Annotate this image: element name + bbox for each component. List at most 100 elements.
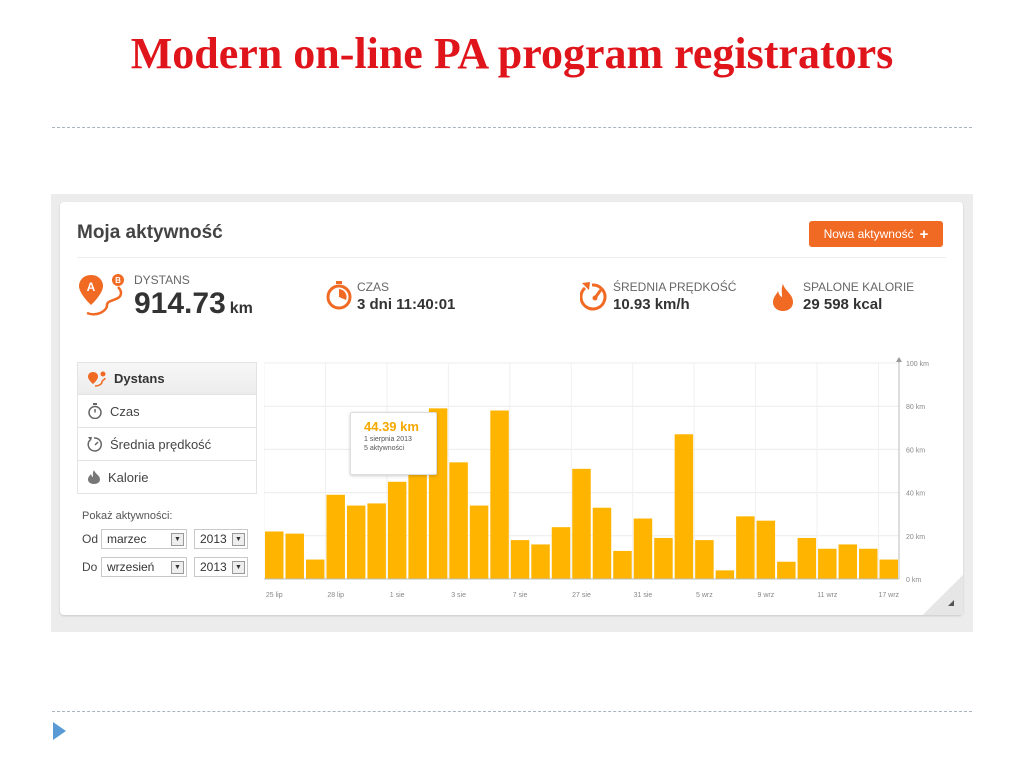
to-year-value: 2013	[200, 560, 227, 574]
stat-speed-label: ŚREDNIA PRĘDKOŚĆ	[613, 280, 737, 294]
chart-bar	[695, 540, 714, 579]
chart-bar	[674, 434, 694, 579]
plus-icon: +	[919, 225, 929, 243]
sidebar-item-speed[interactable]: Średnia prędkość	[77, 428, 257, 461]
chart-bar	[633, 518, 653, 579]
chart-bar	[367, 503, 386, 579]
chart-bar	[613, 550, 632, 579]
chart-bar	[736, 516, 755, 579]
slide-bullet-arrow-icon	[53, 722, 66, 740]
from-month-select[interactable]: marzec ▼	[101, 529, 187, 549]
chart-bar	[490, 410, 509, 579]
chart-bar	[592, 507, 612, 579]
chart-bar	[326, 494, 345, 579]
sidebar-item-calories[interactable]: Kalorie	[77, 461, 257, 494]
to-month-value: wrzesień	[107, 560, 155, 574]
x-tick-label: 9 wrz	[757, 592, 774, 599]
distance-bar-chart[interactable]: 0 km 20 km 40 km 60 km 80 km 100 km 25 lip 28 l…	[264, 357, 954, 612]
sidebar-item-distance[interactable]: Dystans	[77, 362, 257, 395]
stopwatch-icon	[326, 281, 352, 310]
x-tick-label: 27 sie	[572, 592, 591, 599]
speedometer-icon	[87, 437, 102, 452]
stat-speed-value: 10.93 km/h	[613, 296, 690, 313]
tooltip-count: 5 aktywności	[364, 445, 405, 452]
bottom-divider	[52, 711, 972, 712]
filter-to-label: Do	[82, 560, 98, 574]
y-axis-arrow-icon	[896, 357, 902, 362]
sidebar-item-label: Kalorie	[108, 469, 149, 485]
chart-bar	[777, 561, 796, 579]
y-tick-label: 60 km	[906, 447, 925, 454]
stat-distance-unit: km	[229, 300, 253, 317]
resize-corner[interactable]	[923, 575, 963, 615]
metric-sidebar: Dystans Czas Średnia prędkość	[77, 362, 257, 584]
sidebar-item-time[interactable]: Czas	[77, 395, 257, 428]
filter-label: Pokaż aktywności:	[82, 510, 173, 522]
chevron-down-icon: ▼	[232, 560, 245, 574]
from-month-value: marzec	[107, 532, 147, 546]
speedometer-icon	[580, 282, 607, 311]
tooltip-date: 1 sierpnia 2013	[364, 436, 412, 443]
top-divider	[52, 127, 972, 128]
chevron-down-icon: ▼	[232, 532, 245, 546]
x-tick-label: 7 sie	[513, 592, 528, 599]
stat-calories-value: 29 598 kcal	[803, 296, 883, 313]
chart-tooltip: 44.39 km 1 sierpnia 2013 5 aktywności	[350, 412, 437, 475]
chart-bar	[510, 540, 530, 579]
stat-distance: A B DYSTANS 914.73 km	[77, 273, 277, 323]
chart-bar	[859, 548, 878, 579]
chart-bar	[531, 544, 550, 579]
chart-bar	[387, 481, 407, 579]
chart-bar	[346, 505, 366, 579]
x-tick-label: 28 lip	[327, 592, 344, 599]
svg-text:A: A	[87, 280, 96, 294]
chart-bar	[756, 520, 776, 579]
stat-time-label: CZAS	[357, 280, 390, 294]
new-activity-button[interactable]: Nowa aktywność +	[809, 221, 943, 247]
y-tick-label: 40 km	[906, 491, 925, 498]
tooltip-value: 44.39 km	[364, 419, 419, 434]
x-tick-label: 1 sie	[390, 592, 405, 599]
chart-bar	[305, 559, 325, 579]
x-tick-label: 3 sie	[451, 592, 466, 599]
corner-arrow-icon	[948, 600, 954, 606]
chart-bar	[715, 570, 735, 579]
filter-to-row: Do wrzesień ▼ 2013 ▼	[77, 556, 257, 578]
y-tick-label: 0 km	[906, 577, 921, 584]
chart-bar	[654, 537, 673, 579]
svg-text:B: B	[115, 276, 121, 285]
chart-bar	[265, 531, 284, 579]
to-month-select[interactable]: wrzesień ▼	[101, 557, 187, 577]
x-tick-label: 31 sie	[634, 592, 653, 599]
flame-icon	[88, 470, 100, 484]
slide-title: Modern on-line PA program registrators	[130, 29, 894, 78]
screenshot-frame: Moja aktywność Nowa aktywność + A B DYST…	[51, 194, 973, 632]
chevron-down-icon: ▼	[171, 532, 184, 546]
chart-bar	[469, 505, 489, 579]
new-activity-label: Nowa aktywność	[823, 227, 914, 241]
route-a-b-icon: A B	[79, 274, 124, 316]
stat-calories-label: SPALONE KALORIE	[803, 280, 915, 294]
from-year-select[interactable]: 2013 ▼	[194, 529, 248, 549]
chart-bar	[408, 473, 427, 579]
stopwatch-icon	[88, 403, 102, 419]
chart-bar	[285, 533, 304, 579]
x-tick-label: 11 wrz	[817, 592, 838, 599]
chevron-down-icon: ▼	[171, 560, 184, 574]
card-divider	[77, 257, 946, 258]
chart-bar	[449, 462, 468, 579]
chart-bar	[818, 548, 837, 579]
card-title: Moja aktywność	[77, 222, 223, 243]
x-tick-label: 5 wrz	[696, 592, 713, 599]
chart-bar	[838, 544, 858, 579]
chart-bar	[797, 537, 817, 579]
chart-bar	[572, 468, 591, 579]
sidebar-item-label: Średnia prędkość	[110, 436, 212, 452]
stat-distance-value: 914.73	[134, 287, 226, 320]
flame-icon	[773, 284, 793, 311]
sidebar-item-label: Czas	[110, 403, 140, 419]
route-icon	[88, 371, 106, 387]
y-tick-label: 20 km	[906, 534, 925, 541]
from-year-value: 2013	[200, 532, 227, 546]
to-year-select[interactable]: 2013 ▼	[194, 557, 248, 577]
